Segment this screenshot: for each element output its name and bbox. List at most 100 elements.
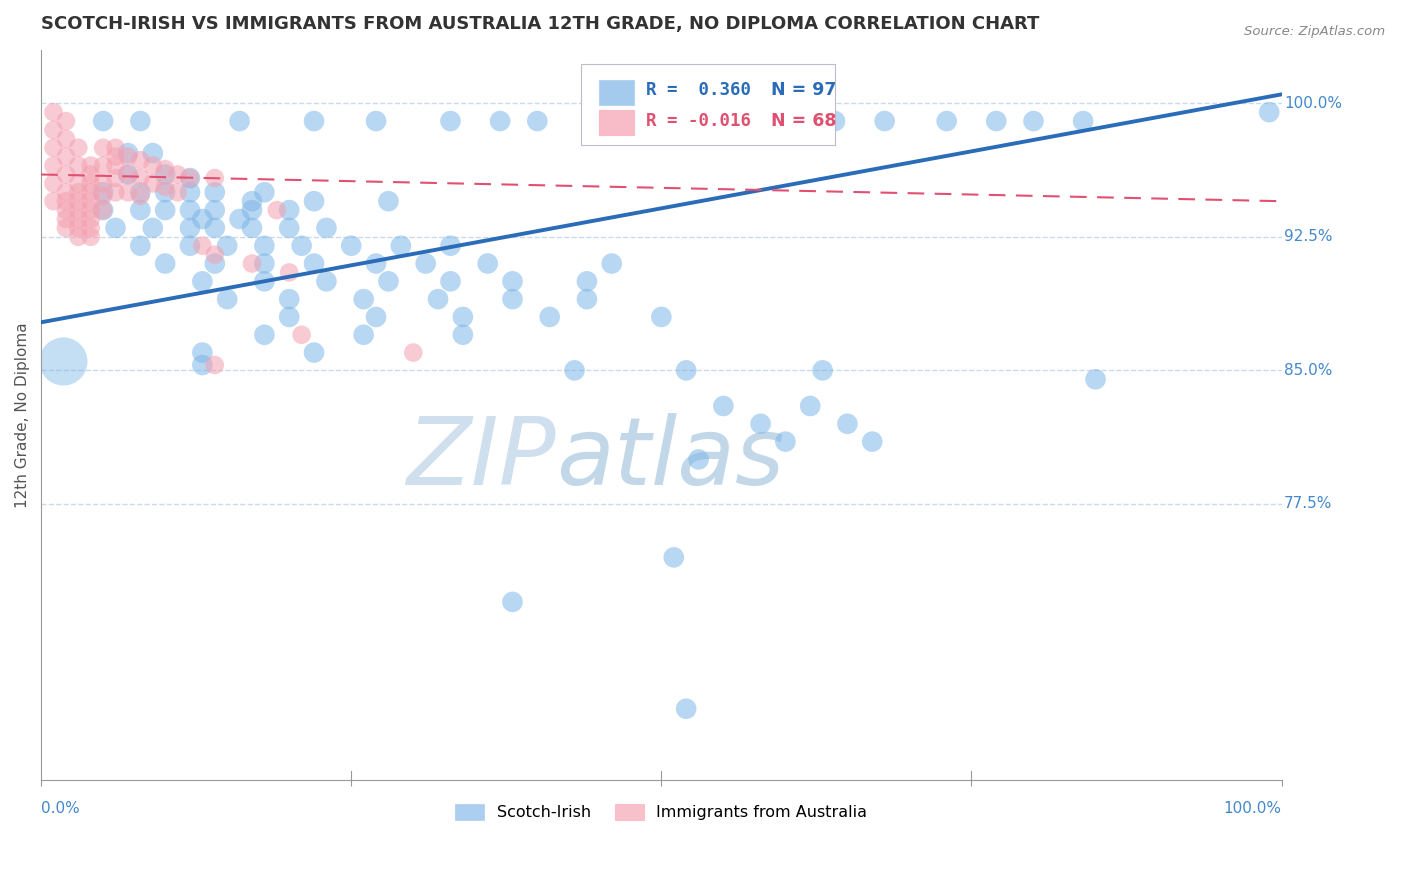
Point [166,168,188,182]
Point [179,171,201,186]
Point [775,434,797,449]
Point [502,274,524,288]
Point [278,265,301,279]
Point [42,105,65,120]
Point [1084,372,1107,386]
Point [439,274,461,288]
Point [253,186,276,200]
Point [502,595,524,609]
Point [91,203,114,218]
Text: atlas: atlas [555,413,785,504]
Point [153,162,176,177]
Point [129,203,152,218]
Point [55,150,77,164]
Text: N = 68: N = 68 [770,112,837,129]
Point [91,114,114,128]
FancyBboxPatch shape [599,79,634,104]
Point [104,159,127,173]
Point [91,177,114,191]
Point [117,186,139,200]
Point [278,203,301,218]
Point [142,159,165,173]
Point [91,159,114,173]
Point [302,256,325,270]
Point [799,399,821,413]
Point [451,310,474,324]
Point [153,168,176,182]
Point [179,203,201,218]
Point [253,256,276,270]
Point [253,327,276,342]
Point [204,186,226,200]
Point [439,114,461,128]
Point [315,221,337,235]
Point [278,292,301,306]
Point [688,452,710,467]
Point [477,256,499,270]
Point [675,363,697,377]
Point [153,186,176,200]
Point [662,550,685,565]
Point [179,221,201,235]
Point [737,114,759,128]
Point [91,189,114,203]
Point [451,327,474,342]
Text: 77.5%: 77.5% [1284,497,1333,511]
Point [142,177,165,191]
Text: 92.5%: 92.5% [1284,229,1333,244]
Point [55,168,77,182]
Point [873,114,896,128]
Point [42,194,65,209]
Text: 100.0%: 100.0% [1223,801,1282,816]
Point [104,221,127,235]
Point [52,354,75,368]
Point [166,186,188,200]
Legend: Scotch-Irish, Immigrants from Australia: Scotch-Irish, Immigrants from Australia [449,797,873,827]
Point [55,203,77,218]
Point [302,345,325,359]
Point [575,274,598,288]
Point [191,212,214,227]
Point [179,186,201,200]
Text: Source: ZipAtlas.com: Source: ZipAtlas.com [1244,25,1385,38]
FancyBboxPatch shape [599,111,634,136]
Point [67,212,90,227]
Point [302,194,325,209]
Point [811,363,834,377]
Point [278,310,301,324]
Text: ZIP: ZIP [406,413,555,504]
Point [253,274,276,288]
Point [1071,114,1094,128]
Point [799,114,821,128]
Y-axis label: 12th Grade, No Diploma: 12th Grade, No Diploma [15,322,30,508]
Point [129,186,152,200]
Point [129,171,152,186]
Point [42,177,65,191]
Point [191,358,214,372]
Text: SCOTCH-IRISH VS IMMIGRANTS FROM AUSTRALIA 12TH GRADE, NO DIPLOMA CORRELATION CHA: SCOTCH-IRISH VS IMMIGRANTS FROM AUSTRALI… [41,15,1039,33]
Point [575,292,598,306]
Point [191,238,214,252]
Point [191,274,214,288]
Point [179,171,201,186]
Text: 100.0%: 100.0% [1284,95,1343,111]
Point [42,141,65,155]
Point [228,212,250,227]
Point [302,114,325,128]
Point [67,194,90,209]
Point [711,399,734,413]
Point [117,168,139,182]
Point [91,203,114,218]
Point [253,238,276,252]
Point [291,238,314,252]
Text: N = 97: N = 97 [770,81,837,99]
Point [415,256,437,270]
Point [80,194,103,209]
Point [217,292,239,306]
Point [340,238,363,252]
Point [67,159,90,173]
Text: R = -0.016: R = -0.016 [647,112,751,129]
Point [142,221,165,235]
Point [80,221,103,235]
Point [91,186,114,200]
